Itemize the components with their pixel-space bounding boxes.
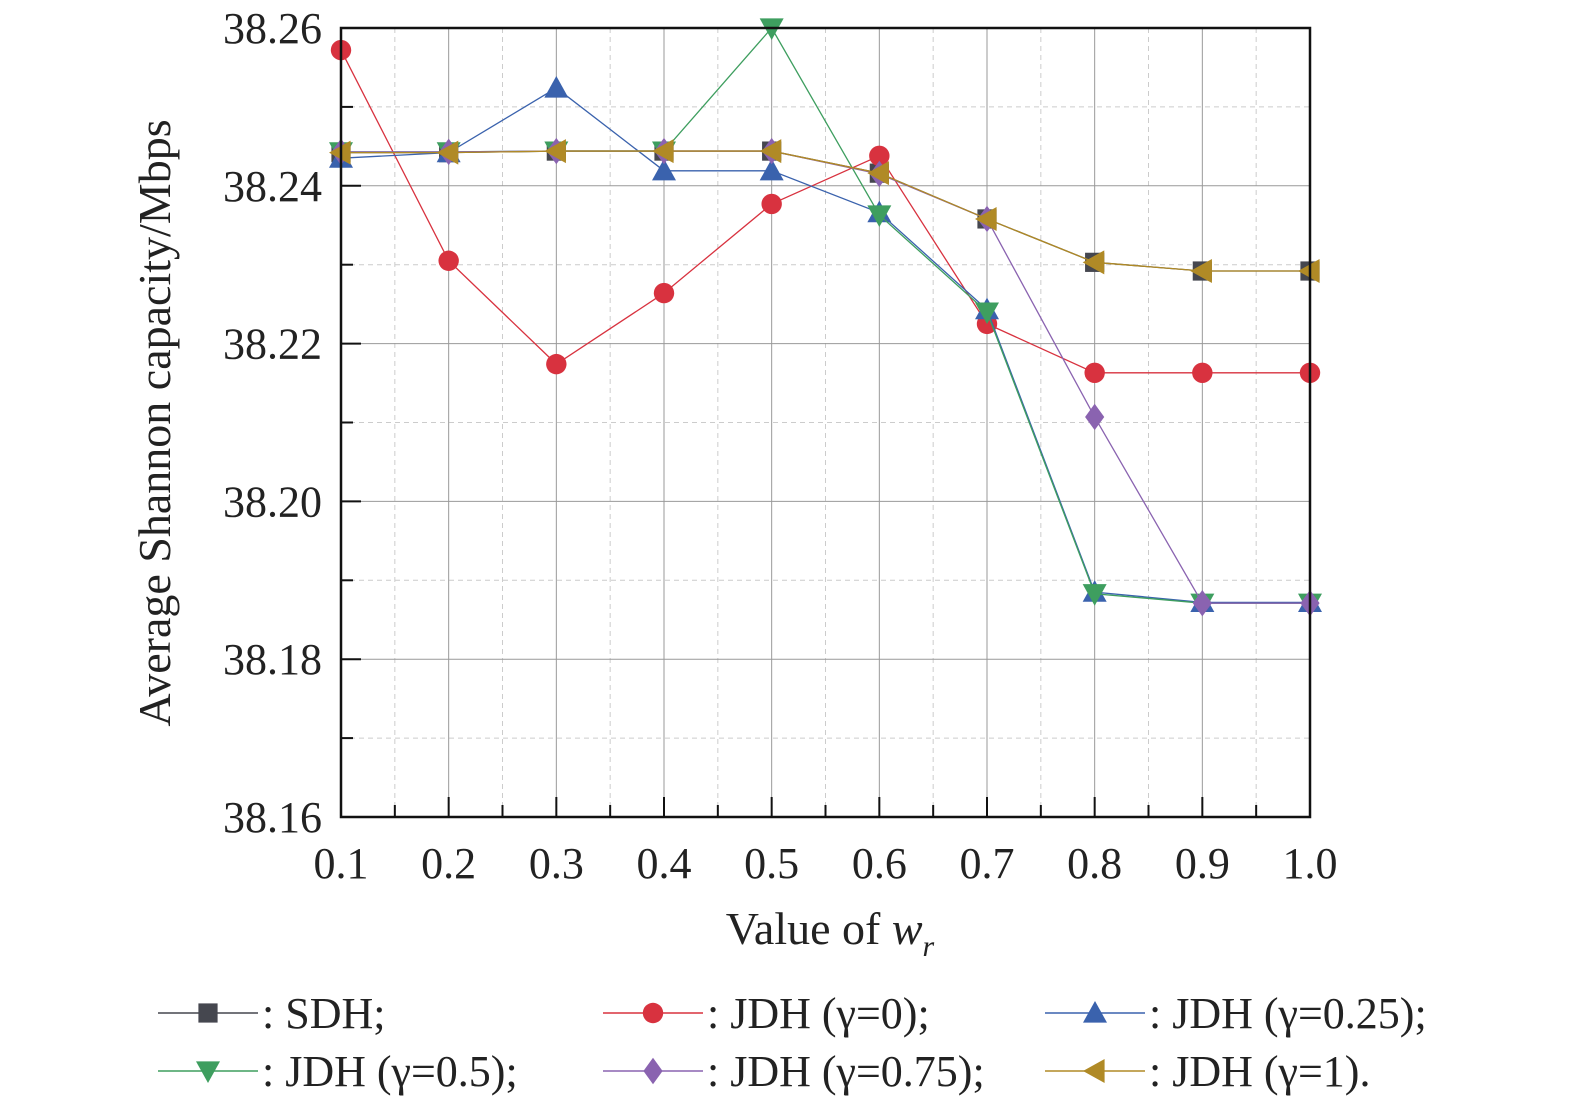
triangle-left-marker [652, 139, 674, 164]
legend-label: : JDH (γ=0.25); [1149, 989, 1427, 1038]
triangle-down-marker [867, 205, 892, 227]
legend-label: : JDH (γ=0.75); [707, 1047, 985, 1096]
series-line [340, 87, 1310, 604]
x-tick-label: 0.8 [1067, 839, 1122, 888]
x-tick-label: 1.0 [1283, 839, 1338, 888]
triangle-left-marker [867, 161, 889, 186]
legend-item: : SDH; [158, 989, 385, 1038]
circle-marker [642, 1002, 664, 1024]
y-tick-label: 38.18 [223, 635, 322, 684]
x-axis-label: Value of wr [726, 903, 935, 963]
legend-item: : JDH (γ=0.5); [158, 1047, 518, 1096]
legend-label: : JDH (γ=0); [707, 989, 930, 1038]
y-tick-label: 38.20 [223, 477, 322, 526]
circle-marker [1192, 362, 1213, 383]
legend-item: : JDH (γ=0); [603, 989, 930, 1038]
diamond-marker [1192, 589, 1212, 617]
legend: : SDH; : JDH (γ=0); : JDH (γ=0.25); : JDH (… [158, 989, 1427, 1096]
triangle-left-marker [1083, 1059, 1105, 1083]
triangle-left-marker [544, 139, 566, 164]
triangle-down-marker [975, 302, 999, 325]
diamond-marker [1085, 403, 1105, 431]
triangle-left-marker [1190, 259, 1212, 284]
triangle-left-marker [759, 139, 782, 164]
triangle-left-marker [436, 140, 459, 165]
circle-marker [1084, 362, 1105, 383]
triangle-up-marker [544, 75, 569, 98]
x-tick-label: 0.9 [1175, 839, 1230, 888]
y-tick-label: 38.22 [223, 320, 322, 369]
y-axis-label: Average Shannon capacity/Mbps [129, 119, 180, 726]
legend-label: : JDH (γ=0.5); [262, 1047, 518, 1096]
x-tick-label: 0.4 [637, 839, 692, 888]
circle-marker [653, 282, 675, 304]
legend-item: : JDH (γ=1). [1045, 1047, 1370, 1096]
y-tick-label: 38.16 [223, 793, 322, 842]
square-marker [198, 1003, 218, 1023]
series [329, 139, 1320, 284]
triangle-left-marker [975, 206, 997, 231]
circle-marker [438, 250, 459, 271]
legend-label: : SDH; [262, 989, 385, 1038]
triangle-down-marker [196, 1061, 220, 1083]
legend-label: : JDH (γ=1). [1149, 1047, 1370, 1096]
series-line [340, 49, 1310, 374]
y-tick-label: 38.26 [223, 4, 322, 53]
diamond-marker [643, 1057, 663, 1085]
x-tick-label: 0.3 [529, 839, 584, 888]
legend-item: : JDH (γ=0.75); [603, 1047, 985, 1096]
x-tick-label: 0.1 [314, 839, 369, 888]
circle-marker [761, 193, 782, 215]
circle-marker [869, 145, 890, 167]
grid [340, 27, 1311, 818]
triangle-left-marker [1082, 250, 1105, 275]
x-tick-label: 0.7 [960, 839, 1015, 888]
triangle-up-marker [759, 158, 784, 181]
triangle-up-marker [652, 158, 676, 181]
circle-marker [546, 353, 567, 375]
x-tick-label: 0.2 [421, 839, 476, 888]
triangle-down-marker [1082, 584, 1107, 606]
x-tick-label: 0.6 [852, 839, 907, 888]
y-tick-label: 38.24 [223, 162, 322, 211]
legend-item: : JDH (γ=0.25); [1045, 989, 1427, 1038]
series-line [341, 150, 1310, 272]
ticks: 0.1 0.2 0.3 0.4 0.5 0.6 0.7 0.8 0.9 1.0 38.16 38.18… [223, 4, 1338, 888]
triangle-up-marker [1083, 1001, 1107, 1023]
x-tick-label: 0.5 [744, 839, 799, 888]
